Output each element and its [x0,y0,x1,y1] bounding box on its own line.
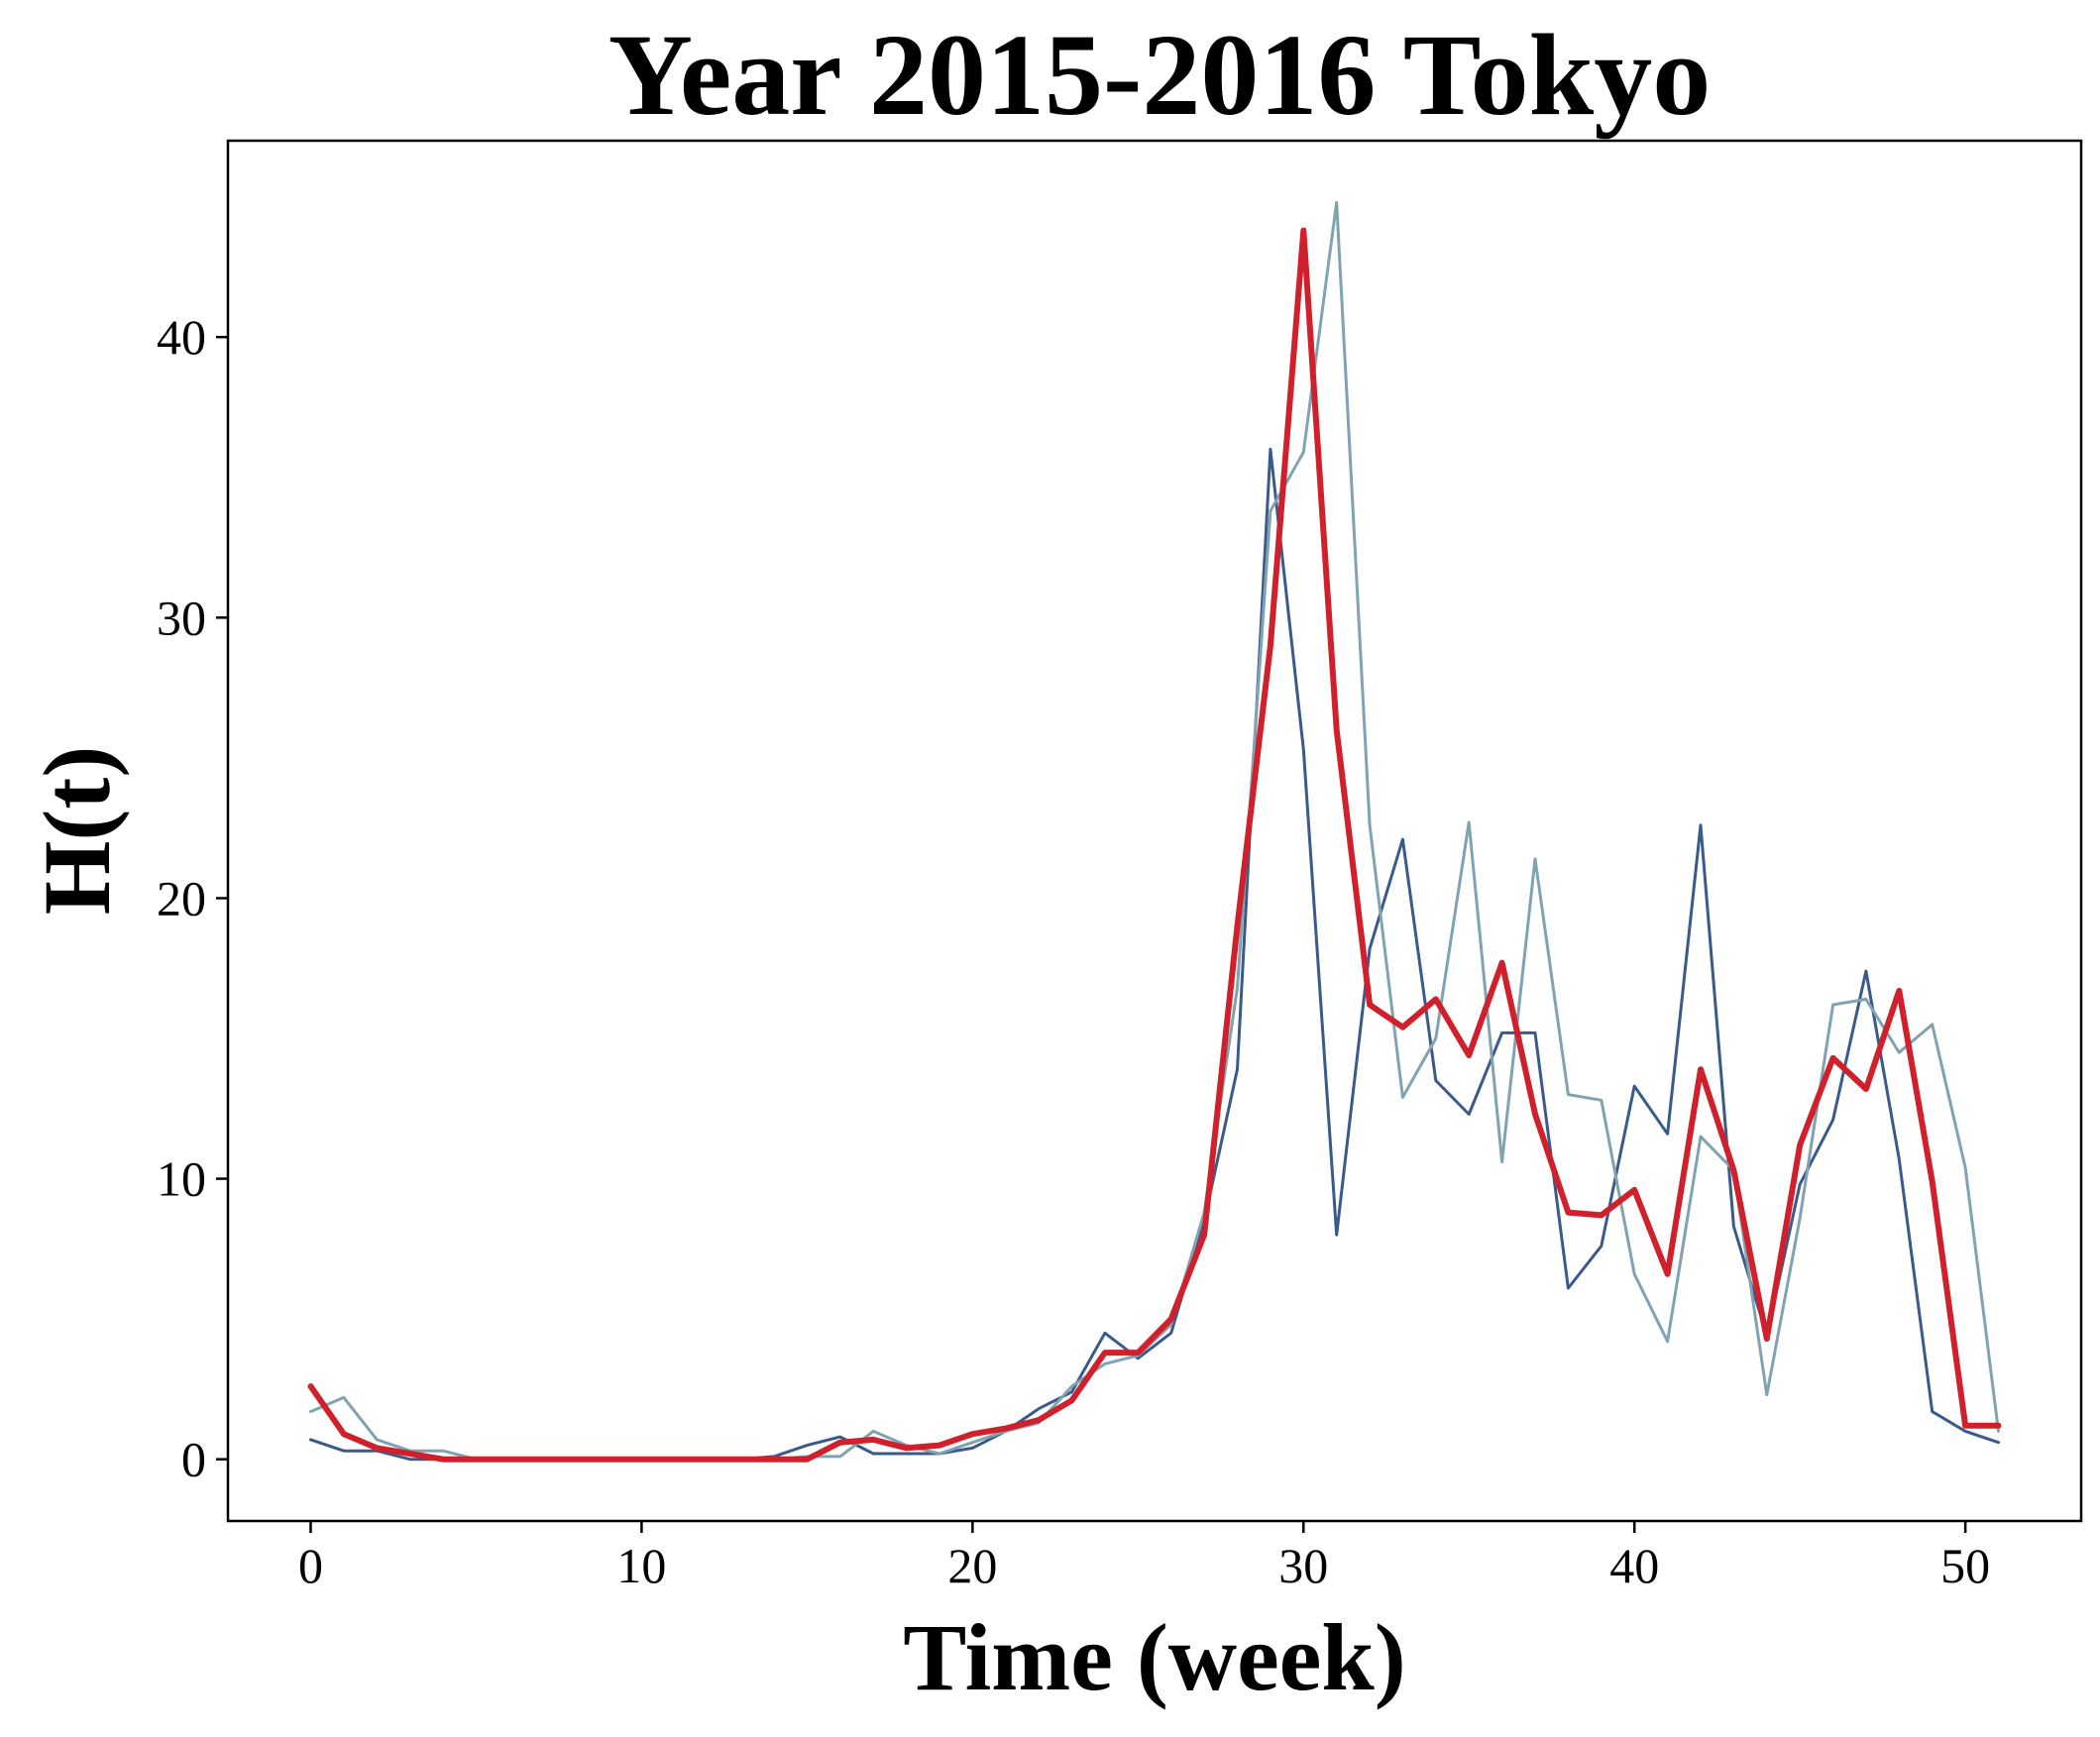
x-tick-label: 40 [1609,1538,1659,1593]
x-tick-label: 20 [947,1538,997,1593]
y-tick-label: 40 [157,309,206,365]
series-line-3 [307,227,2002,1463]
ticks-layer: 0 10 20 30 40 50 0 10 20 30 40 [157,309,1990,1593]
y-tick-label: 30 [157,590,206,645]
y-tick-label: 0 [181,1432,206,1487]
x-tick-label: 30 [1278,1538,1328,1593]
y-tick-label: 20 [157,870,206,925]
plot-area-frame [226,139,2083,1523]
chart-title: Year 2015-2016 Tokyo [608,10,1711,140]
y-tick-label: 10 [157,1151,206,1207]
y-axis-label: H(t) [24,746,130,916]
x-tick-label: 0 [298,1538,323,1593]
series-layer [307,200,2002,1463]
x-tick-label: 10 [616,1538,666,1593]
x-tick-label: 50 [1940,1538,1990,1593]
x-axis-label: Time (week) [903,1604,1405,1710]
